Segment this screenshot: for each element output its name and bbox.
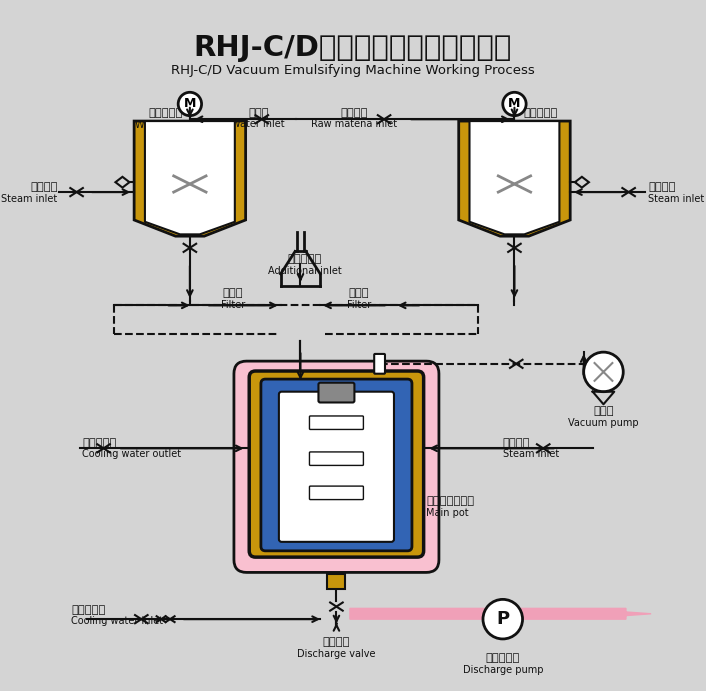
Text: Filter: Filter — [221, 300, 245, 310]
FancyBboxPatch shape — [249, 371, 424, 557]
Text: Cooling water inlet: Cooling water inlet — [71, 616, 163, 627]
Text: RHJ-C/D真空均质乳化机流程示意: RHJ-C/D真空均质乳化机流程示意 — [193, 35, 512, 62]
Text: 冷却水出口: 冷却水出口 — [82, 437, 116, 448]
Text: Steam inlet: Steam inlet — [1, 194, 58, 204]
FancyBboxPatch shape — [309, 416, 364, 429]
Text: 冷却水入口: 冷却水入口 — [71, 605, 106, 615]
FancyBboxPatch shape — [279, 392, 394, 542]
FancyBboxPatch shape — [328, 574, 345, 589]
Text: 过滤器: 过滤器 — [349, 288, 369, 299]
Text: 原料入口: 原料入口 — [341, 108, 368, 117]
Polygon shape — [350, 608, 651, 619]
Text: Steam inlet: Steam inlet — [648, 194, 705, 204]
Text: RHJ-C/D Vacuum Emulsifying Machine Working Process: RHJ-C/D Vacuum Emulsifying Machine Worki… — [171, 64, 534, 77]
Text: 水相溶解槽: 水相溶解槽 — [148, 108, 183, 118]
Circle shape — [584, 352, 623, 392]
Text: 添加物入口: 添加物入口 — [288, 254, 322, 264]
Text: Raw matena inlet: Raw matena inlet — [311, 120, 397, 129]
Circle shape — [503, 93, 526, 115]
Text: 过滤器: 过滤器 — [222, 288, 244, 299]
Text: 成品出料泵: 成品出料泵 — [486, 653, 520, 663]
Circle shape — [483, 599, 522, 639]
Text: Main pot: Main pot — [426, 508, 469, 518]
Polygon shape — [469, 121, 559, 234]
FancyBboxPatch shape — [309, 452, 364, 466]
Circle shape — [178, 93, 202, 115]
Text: M: M — [184, 97, 196, 111]
FancyBboxPatch shape — [309, 486, 364, 500]
Polygon shape — [145, 121, 235, 234]
Text: Steam inlet: Steam inlet — [503, 449, 559, 460]
FancyBboxPatch shape — [234, 361, 439, 572]
FancyBboxPatch shape — [374, 354, 385, 374]
Text: 真空乳化搅拌槽: 真空乳化搅拌槽 — [426, 496, 474, 506]
Text: Water pot: Water pot — [135, 120, 183, 130]
Text: 水入口: 水入口 — [248, 108, 268, 117]
Text: Discharge pump: Discharge pump — [462, 665, 543, 675]
Text: P: P — [496, 610, 509, 628]
Text: 制品出料: 制品出料 — [323, 637, 350, 647]
Text: Additional inlet: Additional inlet — [268, 266, 342, 276]
Text: Water inlet: Water inlet — [232, 120, 285, 129]
Text: 真空泵: 真空泵 — [593, 406, 614, 416]
Text: Cooling water outlet: Cooling water outlet — [82, 449, 181, 460]
FancyBboxPatch shape — [318, 383, 354, 402]
Text: 油相溶解槽: 油相溶解槽 — [523, 108, 558, 118]
Polygon shape — [134, 121, 246, 236]
Text: 蒸汽入口: 蒸汽入口 — [648, 182, 676, 192]
Text: 蒸汽入口: 蒸汽入口 — [30, 182, 58, 192]
Text: Oilpot: Oilpot — [523, 120, 553, 130]
Text: Filter: Filter — [347, 300, 371, 310]
Text: Vacuum pump: Vacuum pump — [568, 418, 639, 428]
Text: M: M — [508, 97, 520, 111]
Text: 蒸汽入口: 蒸汽入口 — [503, 437, 530, 448]
FancyBboxPatch shape — [261, 379, 412, 551]
Text: Discharge valve: Discharge valve — [297, 649, 376, 659]
Polygon shape — [459, 121, 570, 236]
